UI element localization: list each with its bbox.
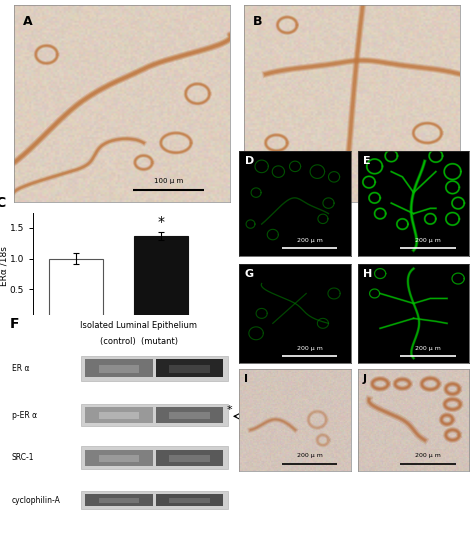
Bar: [81, 356, 228, 380]
Bar: [99, 365, 139, 373]
Bar: [48, 259, 103, 320]
Text: F: F: [9, 317, 19, 331]
Bar: [81, 491, 228, 509]
Text: C: C: [0, 196, 6, 210]
Bar: [156, 450, 223, 466]
Text: E: E: [364, 156, 371, 166]
Text: *: *: [158, 215, 164, 229]
Bar: [169, 365, 210, 373]
Text: I: I: [244, 374, 248, 384]
Text: J: J: [362, 374, 366, 384]
Bar: [134, 236, 189, 320]
Text: 100 μ m: 100 μ m: [154, 178, 183, 184]
Bar: [85, 359, 153, 377]
Bar: [169, 455, 210, 462]
Bar: [81, 404, 228, 426]
Text: D: D: [245, 156, 254, 166]
Text: ER α: ER α: [12, 364, 29, 373]
Text: SRC-1: SRC-1: [12, 453, 34, 462]
Text: 200 μ m: 200 μ m: [415, 346, 441, 351]
Bar: [169, 498, 210, 503]
Bar: [85, 407, 153, 423]
Bar: [99, 412, 139, 419]
Bar: [156, 494, 223, 506]
Text: 200 μ m: 200 μ m: [415, 238, 441, 243]
Text: H: H: [364, 268, 373, 279]
Text: 200 μ m: 200 μ m: [297, 346, 322, 351]
Text: B: B: [253, 15, 262, 28]
Bar: [169, 412, 210, 419]
Text: 100 μ m: 100 μ m: [383, 178, 413, 184]
Text: Isolated Luminal Epithelium: Isolated Luminal Epithelium: [80, 321, 197, 330]
Bar: [99, 455, 139, 462]
Bar: [81, 447, 228, 469]
Text: p-ER α: p-ER α: [12, 410, 37, 420]
Bar: [85, 450, 153, 466]
Text: G: G: [245, 268, 254, 279]
Bar: [156, 407, 223, 423]
Bar: [85, 494, 153, 506]
Y-axis label: ERα /18s: ERα /18s: [0, 246, 9, 286]
Text: 200 μ m: 200 μ m: [297, 238, 322, 243]
Text: 200 μ m: 200 μ m: [297, 454, 322, 458]
Text: *: *: [227, 405, 232, 415]
Bar: [156, 359, 223, 377]
Text: 200 μ m: 200 μ m: [415, 454, 441, 458]
Text: (control)  (mutant): (control) (mutant): [100, 337, 178, 346]
Text: cyclophilin-A: cyclophilin-A: [12, 495, 61, 505]
Text: A: A: [23, 15, 33, 28]
Bar: [99, 498, 139, 503]
